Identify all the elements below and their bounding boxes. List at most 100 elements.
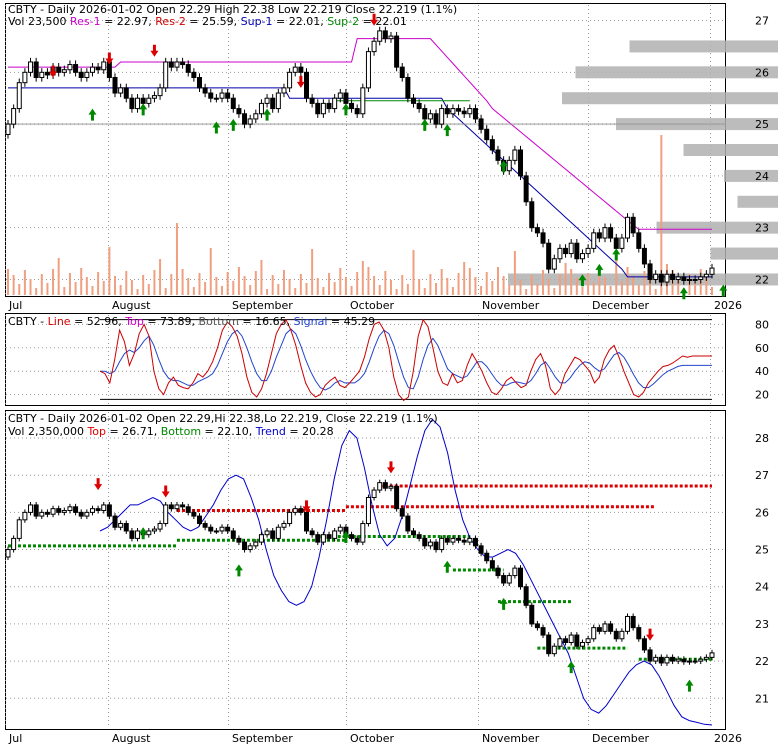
- price-x-tick-label: August: [112, 299, 151, 312]
- buy-arrow: [685, 679, 694, 692]
- price-candle: [664, 273, 670, 283]
- price-candle: [151, 95, 157, 99]
- price-candle: [382, 30, 388, 40]
- price-candle: [163, 61, 169, 89]
- volume-bar: [615, 252, 618, 295]
- trend-candle: [568, 634, 574, 643]
- trend-candle: [202, 523, 208, 528]
- oscillator-panel-frame: [5, 313, 726, 406]
- trend-candle: [534, 623, 540, 629]
- price-candle: [405, 77, 411, 99]
- price-candle: [467, 108, 473, 115]
- volume-bar: [159, 259, 162, 295]
- price-candle: [444, 108, 450, 115]
- price-candle: [625, 216, 631, 239]
- trend-candle: [365, 497, 371, 525]
- buy-arrow: [679, 287, 688, 300]
- trend-candle: [33, 504, 39, 517]
- volume-bar: [547, 279, 550, 295]
- trend-x-tick-label: December: [592, 732, 650, 745]
- buy-arrow: [595, 263, 604, 276]
- price-candle: [636, 232, 642, 249]
- price-candle: [44, 71, 50, 76]
- trend-x-tick-label: November: [482, 732, 540, 745]
- price-x-tick-label: 2026: [714, 299, 742, 312]
- volume-bar: [7, 269, 9, 295]
- price-candle: [439, 108, 445, 125]
- oscillator-lines: [99, 318, 712, 402]
- volume-bar: [85, 277, 88, 295]
- price-candle: [602, 227, 608, 239]
- volume-bar: [305, 283, 308, 295]
- price-candle: [270, 97, 276, 110]
- volume-bar: [356, 272, 359, 295]
- volume-bar: [153, 270, 156, 295]
- trend-candle: [360, 523, 366, 543]
- trend-candle: [518, 567, 524, 588]
- price-candle: [681, 276, 687, 281]
- volume-bar: [395, 289, 398, 295]
- price-candle: [360, 87, 366, 115]
- trend-candle: [185, 506, 191, 513]
- buy-arrow: [229, 118, 238, 131]
- volume-bar: [344, 277, 347, 295]
- volume-bar: [660, 135, 663, 295]
- trend-candle: [129, 530, 135, 539]
- volume-bar: [474, 277, 477, 295]
- trend-candle: [506, 575, 512, 584]
- volume-bar: [260, 260, 263, 295]
- price-candle: [675, 276, 681, 280]
- trend-x-tick-label: September: [232, 732, 293, 745]
- volume-bar: [316, 278, 319, 295]
- price-candle: [523, 175, 529, 203]
- volume-profile-bar: [683, 144, 778, 156]
- volume-bar: [339, 268, 342, 295]
- trend-candle: [39, 511, 45, 517]
- trend-candle: [219, 526, 225, 532]
- trend-candle: [101, 504, 107, 512]
- trend-candle: [658, 656, 664, 664]
- trend-candle: [22, 511, 28, 521]
- volume-bar: [491, 281, 494, 295]
- trend-candle: [675, 658, 681, 662]
- volume-bar: [463, 262, 466, 295]
- price-candle: [670, 273, 676, 280]
- volume-bar: [637, 285, 640, 295]
- volume-bar: [97, 272, 100, 295]
- trend-candle: [230, 530, 236, 539]
- volume-bar: [406, 284, 409, 295]
- volume-bar: [215, 277, 218, 295]
- trend-candle: [135, 530, 141, 539]
- price-candle: [258, 102, 264, 115]
- price-panel-frame: [5, 3, 726, 297]
- trend-candle: [478, 545, 484, 554]
- price-candle: [388, 35, 394, 40]
- trend-candle: [703, 656, 709, 660]
- price-candle: [529, 201, 535, 229]
- trend-candle: [292, 508, 298, 513]
- buy-arrow: [212, 121, 221, 134]
- price-candle: [140, 97, 146, 104]
- trend-candle: [636, 627, 642, 640]
- price-candle: [377, 30, 383, 42]
- price-candle: [22, 71, 28, 84]
- volume-bar: [12, 275, 15, 295]
- trend-candle: [585, 638, 591, 643]
- trend-y-tick-label: 24: [755, 581, 769, 594]
- trend-candle: [686, 660, 692, 663]
- price-candle: [534, 227, 540, 234]
- volume-bar: [237, 267, 240, 295]
- volume-bar: [587, 273, 590, 295]
- trend-candle: [579, 641, 585, 647]
- trend-candle: [574, 634, 580, 647]
- price-candle: [495, 149, 501, 161]
- trend-candle: [303, 511, 309, 532]
- volume-bar: [373, 276, 376, 295]
- volume-bar: [294, 288, 297, 295]
- buy-arrow: [443, 124, 452, 137]
- price-candle: [540, 232, 546, 244]
- volume-bar: [266, 289, 269, 295]
- volume-bar: [102, 281, 105, 295]
- price-candle: [692, 278, 698, 281]
